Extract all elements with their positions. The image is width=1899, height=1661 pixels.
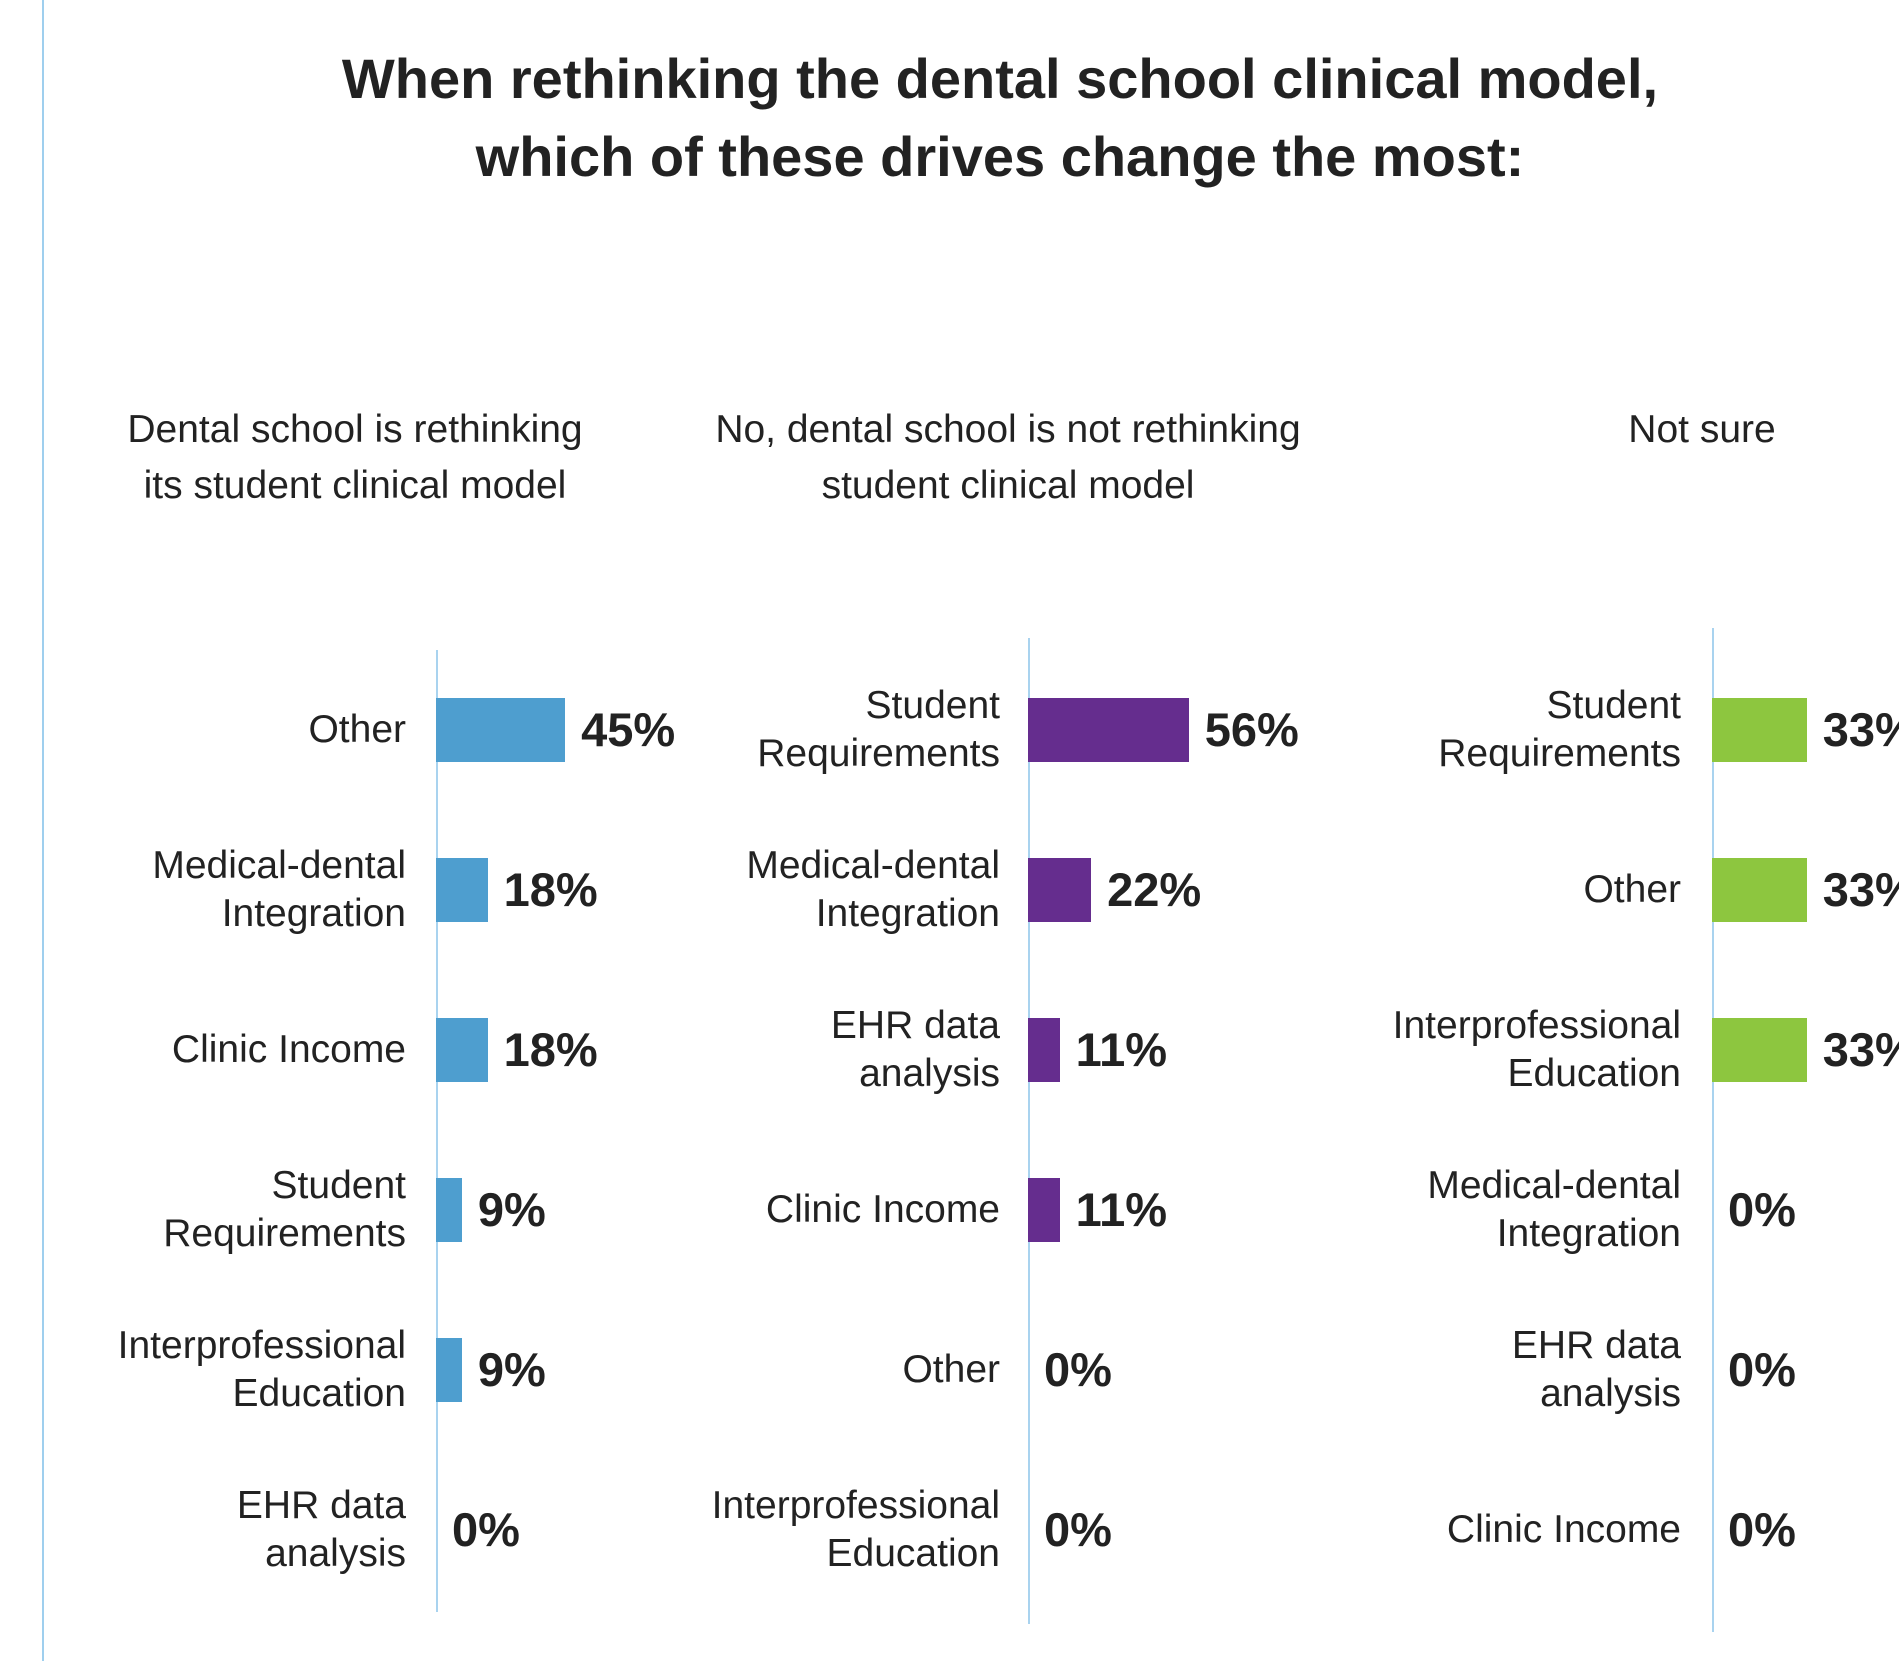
category-label-line: Interprofessional [711, 1484, 1000, 1527]
panel-1-value-label: 0% [452, 1503, 520, 1556]
panel-3-category-label: Clinic Income [1261, 1506, 1681, 1554]
category-label-line: Other [902, 1348, 1000, 1391]
category-label-line: EHR data [830, 1004, 1000, 1047]
panel-3-bar [1712, 858, 1807, 922]
panel-2-value-label: 0% [1044, 1503, 1112, 1556]
panel-title-3-line-1: Not sure [1628, 408, 1776, 451]
category-label-line: Other [1583, 868, 1681, 911]
panel-3-value-label: 33% [1822, 863, 1899, 916]
panel-1-bar [436, 1178, 462, 1242]
panel-title-2: No, dental school is not rethinking stude… [608, 402, 1408, 514]
chart-title-line-1: When rethinking the dental school clinic… [341, 47, 1659, 110]
panel-2-value-label: 11% [1075, 1023, 1168, 1076]
category-label-line: EHR data [236, 1484, 406, 1527]
category-label-line: analysis [1540, 1372, 1681, 1415]
panel-3-category-label: Interprofessional Education [1261, 1002, 1681, 1098]
category-label-line: Medical-dental [746, 844, 1000, 887]
panel-3-value-label: 0% [1728, 1183, 1796, 1236]
chart-title-line-2: which of these drives change the most: [475, 125, 1525, 188]
panel-1-value-label: 9% [477, 1183, 546, 1236]
panel-3-value-label: 0% [1728, 1503, 1796, 1556]
panel-2-value-label: 11% [1075, 1183, 1168, 1236]
category-label-line: Integration [1496, 1212, 1681, 1255]
chart-title: When rethinking the dental school clinic… [200, 40, 1800, 196]
panel-3-category-label: Student Requirements [1261, 682, 1681, 778]
panel-title-1-line-1: Dental school is rethinking [127, 408, 583, 451]
panel-2-bar [1028, 1178, 1060, 1242]
category-label-line: Integration [815, 892, 1000, 935]
panel-2-value-label: 56% [1204, 703, 1299, 756]
category-label-line: Education [232, 1372, 406, 1415]
panel-3-value-label: 33% [1822, 1023, 1899, 1076]
category-label-line: Other [308, 708, 406, 751]
panel-1-axis-line [436, 650, 438, 1612]
category-label-line: Student [271, 1164, 406, 1207]
panel-2-category-label: Medical-dental Integration [580, 842, 1000, 938]
panel-title-1-line-2: its student clinical model [143, 464, 567, 507]
category-label-line: Student [1546, 684, 1681, 727]
category-label-line: Clinic Income [171, 1028, 406, 1071]
category-label-line: Medical-dental [152, 844, 406, 887]
category-label-line: Interprofessional [117, 1324, 406, 1367]
category-label-line: Requirements [163, 1212, 406, 1255]
panel-2-category-label: Clinic Income [580, 1186, 1000, 1234]
panel-1-bar [436, 858, 488, 922]
panel-title-2-line-1: No, dental school is not rethinking [715, 408, 1301, 451]
panel-1-bar [436, 1018, 488, 1082]
panel-3-bar [1712, 1018, 1807, 1082]
panel-title-3: Not sure [1302, 402, 1899, 458]
panel-2-category-label: Interprofessional Education [580, 1482, 1000, 1578]
panel-3-category-label: Other [1261, 866, 1681, 914]
category-label-line: analysis [265, 1532, 406, 1575]
panel-2-bar [1028, 1018, 1060, 1082]
panel-1-value-label: 18% [503, 863, 598, 916]
category-label-line: Requirements [757, 732, 1000, 775]
panel-title-1: Dental school is rethinking its student c… [0, 402, 755, 514]
category-label-line: Clinic Income [765, 1188, 1000, 1231]
panel-2-value-label: 22% [1107, 863, 1202, 916]
left-border-rule [42, 0, 44, 1661]
panel-title-2-line-2: student clinical model [821, 464, 1195, 507]
category-label-line: Medical-dental [1427, 1164, 1681, 1207]
panel-1-category-label: EHR data analysis [0, 1482, 406, 1578]
panel-2-category-label: Student Requirements [580, 682, 1000, 778]
panel-1-category-label: Other [0, 706, 406, 754]
panel-2-category-label: EHR data analysis [580, 1002, 1000, 1098]
category-label-line: analysis [859, 1052, 1000, 1095]
panel-3-value-label: 0% [1728, 1343, 1796, 1396]
category-label-line: Education [826, 1532, 1000, 1575]
panel-1-value-label: 9% [477, 1343, 546, 1396]
panel-1-bar [436, 1338, 462, 1402]
panel-2-value-label: 0% [1044, 1343, 1112, 1396]
category-label-line: Requirements [1438, 732, 1681, 775]
category-label-line: Clinic Income [1446, 1508, 1681, 1551]
panel-2-bar [1028, 698, 1189, 762]
panel-3-axis-line [1712, 628, 1714, 1632]
panel-3-bar [1712, 698, 1807, 762]
category-label-line: Integration [221, 892, 406, 935]
panel-1-category-label: Student Requirements [0, 1162, 406, 1258]
panel-1-bar [436, 698, 566, 762]
panel-2-axis-line [1028, 638, 1030, 1624]
category-label-line: EHR data [1511, 1324, 1681, 1367]
panel-1-value-label: 18% [503, 1023, 598, 1076]
category-label-line: Interprofessional [1392, 1004, 1681, 1047]
panel-1-category-label: Medical-dental Integration [0, 842, 406, 938]
panel-2-bar [1028, 858, 1092, 922]
category-label-line: Education [1507, 1052, 1681, 1095]
panel-3-category-label: EHR data analysis [1261, 1322, 1681, 1418]
panel-1-category-label: Clinic Income [0, 1026, 406, 1074]
panel-3-category-label: Medical-dental Integration [1261, 1162, 1681, 1258]
panel-3-value-label: 33% [1822, 703, 1899, 756]
panel-1-value-label: 45% [581, 703, 676, 756]
category-label-line: Student [865, 684, 1000, 727]
panel-1-category-label: Interprofessional Education [0, 1322, 406, 1418]
panel-2-category-label: Other [580, 1346, 1000, 1394]
